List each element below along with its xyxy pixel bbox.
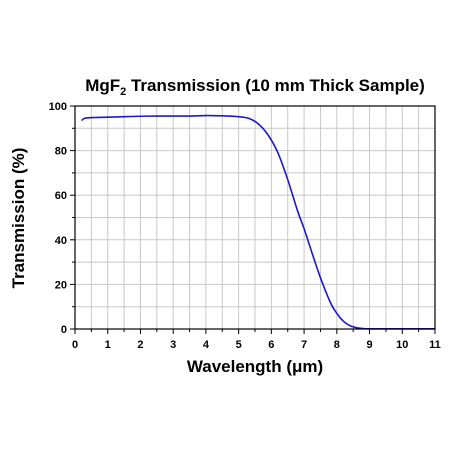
y-tick-label: 40 (55, 235, 67, 247)
x-tick-label: 7 (301, 339, 307, 351)
x-axis-label: Wavelength (μm) (187, 357, 323, 376)
grid-lines (75, 106, 435, 329)
series-line (81, 114, 435, 330)
y-tick-label: 20 (55, 279, 67, 291)
x-tick-label: 2 (137, 339, 143, 351)
chart-title: MgF2 Transmission (10 mm Thick Sample) (85, 76, 425, 98)
x-tick-label: 9 (366, 339, 372, 351)
y-tick-label: 0 (61, 324, 67, 336)
chart-title-main: MgF (85, 76, 120, 95)
y-axis-label: Transmission (%) (9, 148, 28, 289)
x-tick-label: 8 (334, 339, 340, 351)
data-series (81, 114, 435, 330)
x-tick-label: 10 (396, 339, 408, 351)
x-tick-label: 5 (236, 339, 242, 351)
plot-frame (74, 105, 436, 330)
x-tick-label: 1 (105, 339, 111, 351)
y-tick-label: 80 (55, 146, 67, 158)
chart-title-rest: Transmission (10 mm Thick Sample) (126, 76, 425, 95)
x-tick-label: 3 (170, 339, 176, 351)
y-tick-label: 60 (55, 190, 67, 202)
tick-labels: 0 1 2 3 4 5 6 7 8 9 10 11 0 20 40 60 80 100 (49, 101, 441, 351)
x-tick-label: 6 (268, 339, 274, 351)
x-tick-label: 11 (429, 339, 441, 351)
axis-ticks (70, 105, 436, 334)
x-tick-label: 0 (72, 339, 78, 351)
y-tick-label: 100 (49, 101, 67, 113)
x-tick-label: 4 (203, 339, 210, 351)
chart-title-subscript: 2 (120, 86, 126, 98)
